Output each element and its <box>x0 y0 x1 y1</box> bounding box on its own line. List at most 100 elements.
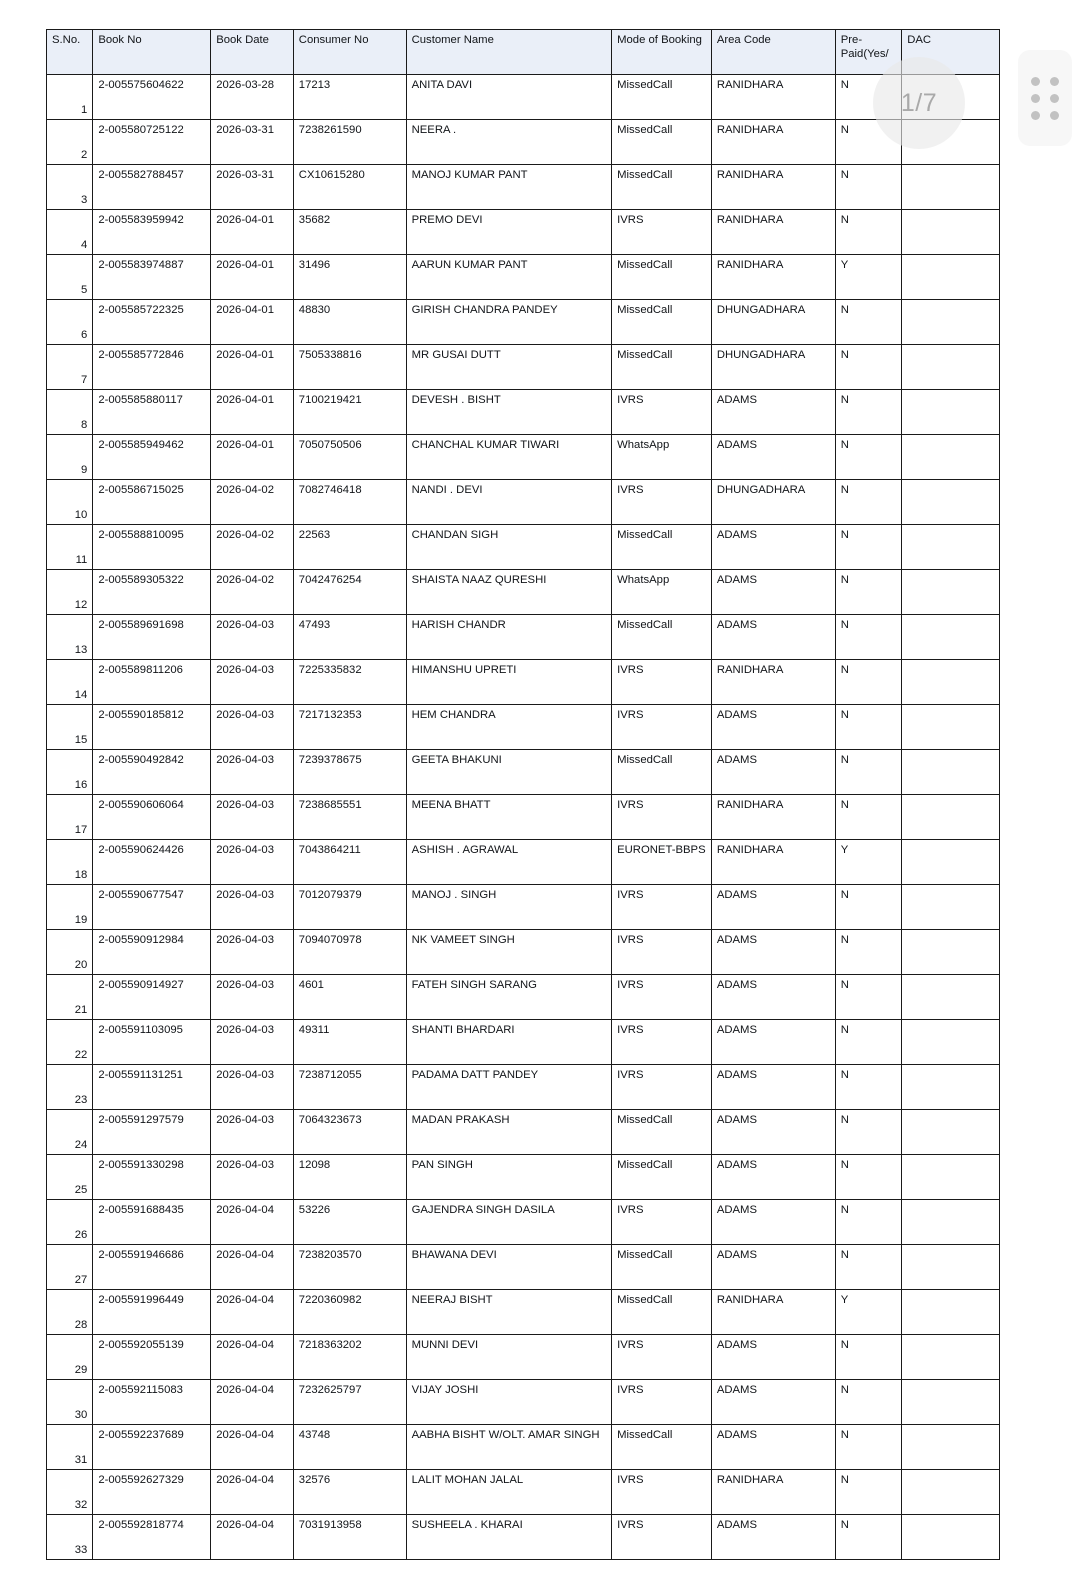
cell-dac <box>901 974 1000 1020</box>
table-row[interactable]: 23 2-005591131251 2026-04-03 7238712055 PADA… <box>45 1064 1000 1110</box>
cell-customer-name: MUNNI DEVI <box>405 1334 613 1380</box>
table-row[interactable]: 3 2-005582788457 2026-03-31 CX10615280 MANOJ… <box>45 164 1000 210</box>
table-row[interactable]: 16 2-005590492842 2026-04-03 7239378675 GEET… <box>45 749 1000 795</box>
column-header-mode-of-booking[interactable]: Mode of Booking <box>611 29 712 75</box>
row-serial-number: 5 <box>81 283 88 296</box>
cell-dac <box>901 209 1000 255</box>
table-row[interactable]: 7 2-005585772846 2026-04-01 7505338816 MR GU… <box>45 344 1000 390</box>
cell-sno: 9 <box>45 434 94 480</box>
table-row[interactable]: 28 2-005591996449 2026-04-04 7220360982 NEER… <box>45 1289 1000 1335</box>
cell-dac <box>901 569 1000 615</box>
cell-pre-paid: N <box>834 569 903 615</box>
column-header-customer-name[interactable]: Customer Name <box>405 29 613 75</box>
table-row[interactable]: 11 2-005588810095 2026-04-02 22563 CHANDAN S… <box>45 524 1000 570</box>
cell-customer-name: PADAMA DATT PANDEY <box>405 1064 613 1110</box>
table-row[interactable]: 6 2-005585722325 2026-04-01 48830 GIRISH CHA… <box>45 299 1000 345</box>
cell-book-date: 2026-04-03 <box>210 929 294 975</box>
table-row[interactable]: 9 2-005585949462 2026-04-01 7050750506 CHANC… <box>45 434 1000 480</box>
row-serial-number: 1 <box>81 103 88 116</box>
row-serial-number: 3 <box>81 193 88 206</box>
table-row[interactable]: 15 2-005590185812 2026-04-03 7217132353 HEM … <box>45 704 1000 750</box>
table-row[interactable]: 8 2-005585880117 2026-04-01 7100219421 DEVES… <box>45 389 1000 435</box>
column-header-sno[interactable]: S.No. <box>45 29 94 75</box>
cell-customer-name: CHANDAN SIGH <box>405 524 613 570</box>
table-row[interactable]: 20 2-005590912984 2026-04-03 7094070978 NK V… <box>45 929 1000 975</box>
cell-area-code: RANIDHARA <box>710 74 836 120</box>
table-row[interactable]: 30 2-005592115083 2026-04-04 7232625797 VIJA… <box>45 1379 1000 1425</box>
cell-book-date: 2026-04-03 <box>210 749 294 795</box>
table-row[interactable]: 26 2-005591688435 2026-04-04 53226 GAJENDRA … <box>45 1199 1000 1245</box>
table-row[interactable]: 1 2-005575604622 2026-03-28 17213 ANITA DAVI… <box>45 74 1000 120</box>
cell-sno: 19 <box>45 884 94 930</box>
table-row[interactable]: 13 2-005589691698 2026-04-03 47493 HARISH CH… <box>45 614 1000 660</box>
grid-dots-icon[interactable] <box>1018 50 1072 146</box>
table-row[interactable]: 18 2-005590624426 2026-04-03 7043864211 ASHI… <box>45 839 1000 885</box>
cell-book-no: 2-005590677547 <box>92 884 212 930</box>
table-row[interactable]: 12 2-005589305322 2026-04-02 7042476254 SHAI… <box>45 569 1000 615</box>
cell-sno: 32 <box>45 1469 94 1515</box>
cell-sno: 8 <box>45 389 94 435</box>
cell-pre-paid: N <box>834 749 903 795</box>
cell-dac <box>901 1199 1000 1245</box>
cell-dac <box>901 1334 1000 1380</box>
cell-sno: 10 <box>45 479 94 525</box>
cell-mode-of-booking: MissedCall <box>611 1109 712 1155</box>
column-header-book-no[interactable]: Book No <box>92 29 212 75</box>
table-row[interactable]: 5 2-005583974887 2026-04-01 31496 AARUN KUMA… <box>45 254 1000 300</box>
column-header-pre-paid[interactable]: Pre-Paid(Yes/ <box>834 29 903 75</box>
cell-mode-of-booking: WhatsApp <box>611 569 712 615</box>
cell-book-date: 2026-03-28 <box>210 74 294 120</box>
cell-customer-name: SUSHEELA . KHARAI <box>405 1514 613 1560</box>
table-row[interactable]: 21 2-005590914927 2026-04-03 4601 FATEH SING… <box>45 974 1000 1020</box>
cell-mode-of-booking: MissedCall <box>611 344 712 390</box>
cell-area-code: ADAMS <box>710 389 836 435</box>
column-header-dac[interactable]: DAC <box>901 29 1000 75</box>
table-row[interactable]: 25 2-005591330298 2026-04-03 12098 PAN SINGH… <box>45 1154 1000 1200</box>
table-row[interactable]: 10 2-005586715025 2026-04-02 7082746418 NAND… <box>45 479 1000 525</box>
table-row[interactable]: 33 2-005592818774 2026-04-04 7031913958 SUSH… <box>45 1514 1000 1560</box>
cell-customer-name: GEETA BHAKUNI <box>405 749 613 795</box>
cell-sno: 25 <box>45 1154 94 1200</box>
cell-mode-of-booking: MissedCall <box>611 749 712 795</box>
cell-book-date: 2026-04-02 <box>210 524 294 570</box>
cell-customer-name: NEERAJ BISHT <box>405 1289 613 1335</box>
cell-book-date: 2026-04-03 <box>210 839 294 885</box>
cell-pre-paid: N <box>834 794 903 840</box>
cell-sno: 1 <box>45 74 94 120</box>
cell-sno: 27 <box>45 1244 94 1290</box>
table-row[interactable]: 19 2-005590677547 2026-04-03 7012079379 MANO… <box>45 884 1000 930</box>
cell-dac <box>901 524 1000 570</box>
cell-sno: 24 <box>45 1109 94 1155</box>
table-row[interactable]: 22 2-005591103095 2026-04-03 49311 SHANTI BH… <box>45 1019 1000 1065</box>
table-row[interactable]: 24 2-005591297579 2026-04-03 7064323673 MADA… <box>45 1109 1000 1155</box>
cell-book-no: 2-005589811206 <box>92 659 212 705</box>
table-row[interactable]: 2 2-005580725122 2026-03-31 7238261590 NEERA… <box>45 119 1000 165</box>
column-header-book-date[interactable]: Book Date <box>210 29 294 75</box>
table-row[interactable]: 17 2-005590606064 2026-04-03 7238685551 MEEN… <box>45 794 1000 840</box>
cell-book-no: 2-005591688435 <box>92 1199 212 1245</box>
cell-mode-of-booking: IVRS <box>611 1019 712 1065</box>
column-header-consumer-no[interactable]: Consumer No <box>292 29 407 75</box>
cell-customer-name: PAN SINGH <box>405 1154 613 1200</box>
cell-pre-paid: N <box>834 434 903 480</box>
cell-pre-paid: N <box>834 344 903 390</box>
cell-book-date: 2026-03-31 <box>210 164 294 210</box>
cell-customer-name: DEVESH . BISHT <box>405 389 613 435</box>
table-row[interactable]: 27 2-005591946686 2026-04-04 7238203570 BHAW… <box>45 1244 1000 1290</box>
table-row[interactable]: 14 2-005589811206 2026-04-03 7225335832 HIMA… <box>45 659 1000 705</box>
cell-book-no: 2-005586715025 <box>92 479 212 525</box>
table-row[interactable]: 29 2-005592055139 2026-04-04 7218363202 MUNN… <box>45 1334 1000 1380</box>
column-header-area-code[interactable]: Area Code <box>710 29 836 75</box>
cell-area-code: ADAMS <box>710 749 836 795</box>
table-row[interactable]: 4 2-005583959942 2026-04-01 35682 PREMO DEVI… <box>45 209 1000 255</box>
table-row[interactable]: 32 2-005592627329 2026-04-04 32576 LALIT MOH… <box>45 1469 1000 1515</box>
cell-consumer-no: 17213 <box>292 74 407 120</box>
table-row[interactable]: 31 2-005592237689 2026-04-04 43748 AABHA BIS… <box>45 1424 1000 1470</box>
row-serial-number: 13 <box>74 643 88 656</box>
cell-mode-of-booking: EURONET-BBPS <box>611 839 712 885</box>
cell-area-code: RANIDHARA <box>710 659 836 705</box>
cell-dac <box>901 614 1000 660</box>
row-serial-number: 8 <box>81 418 88 431</box>
table-header: S.No. Book No Book Date Consumer No Cust… <box>45 29 1000 75</box>
cell-dac <box>901 389 1000 435</box>
